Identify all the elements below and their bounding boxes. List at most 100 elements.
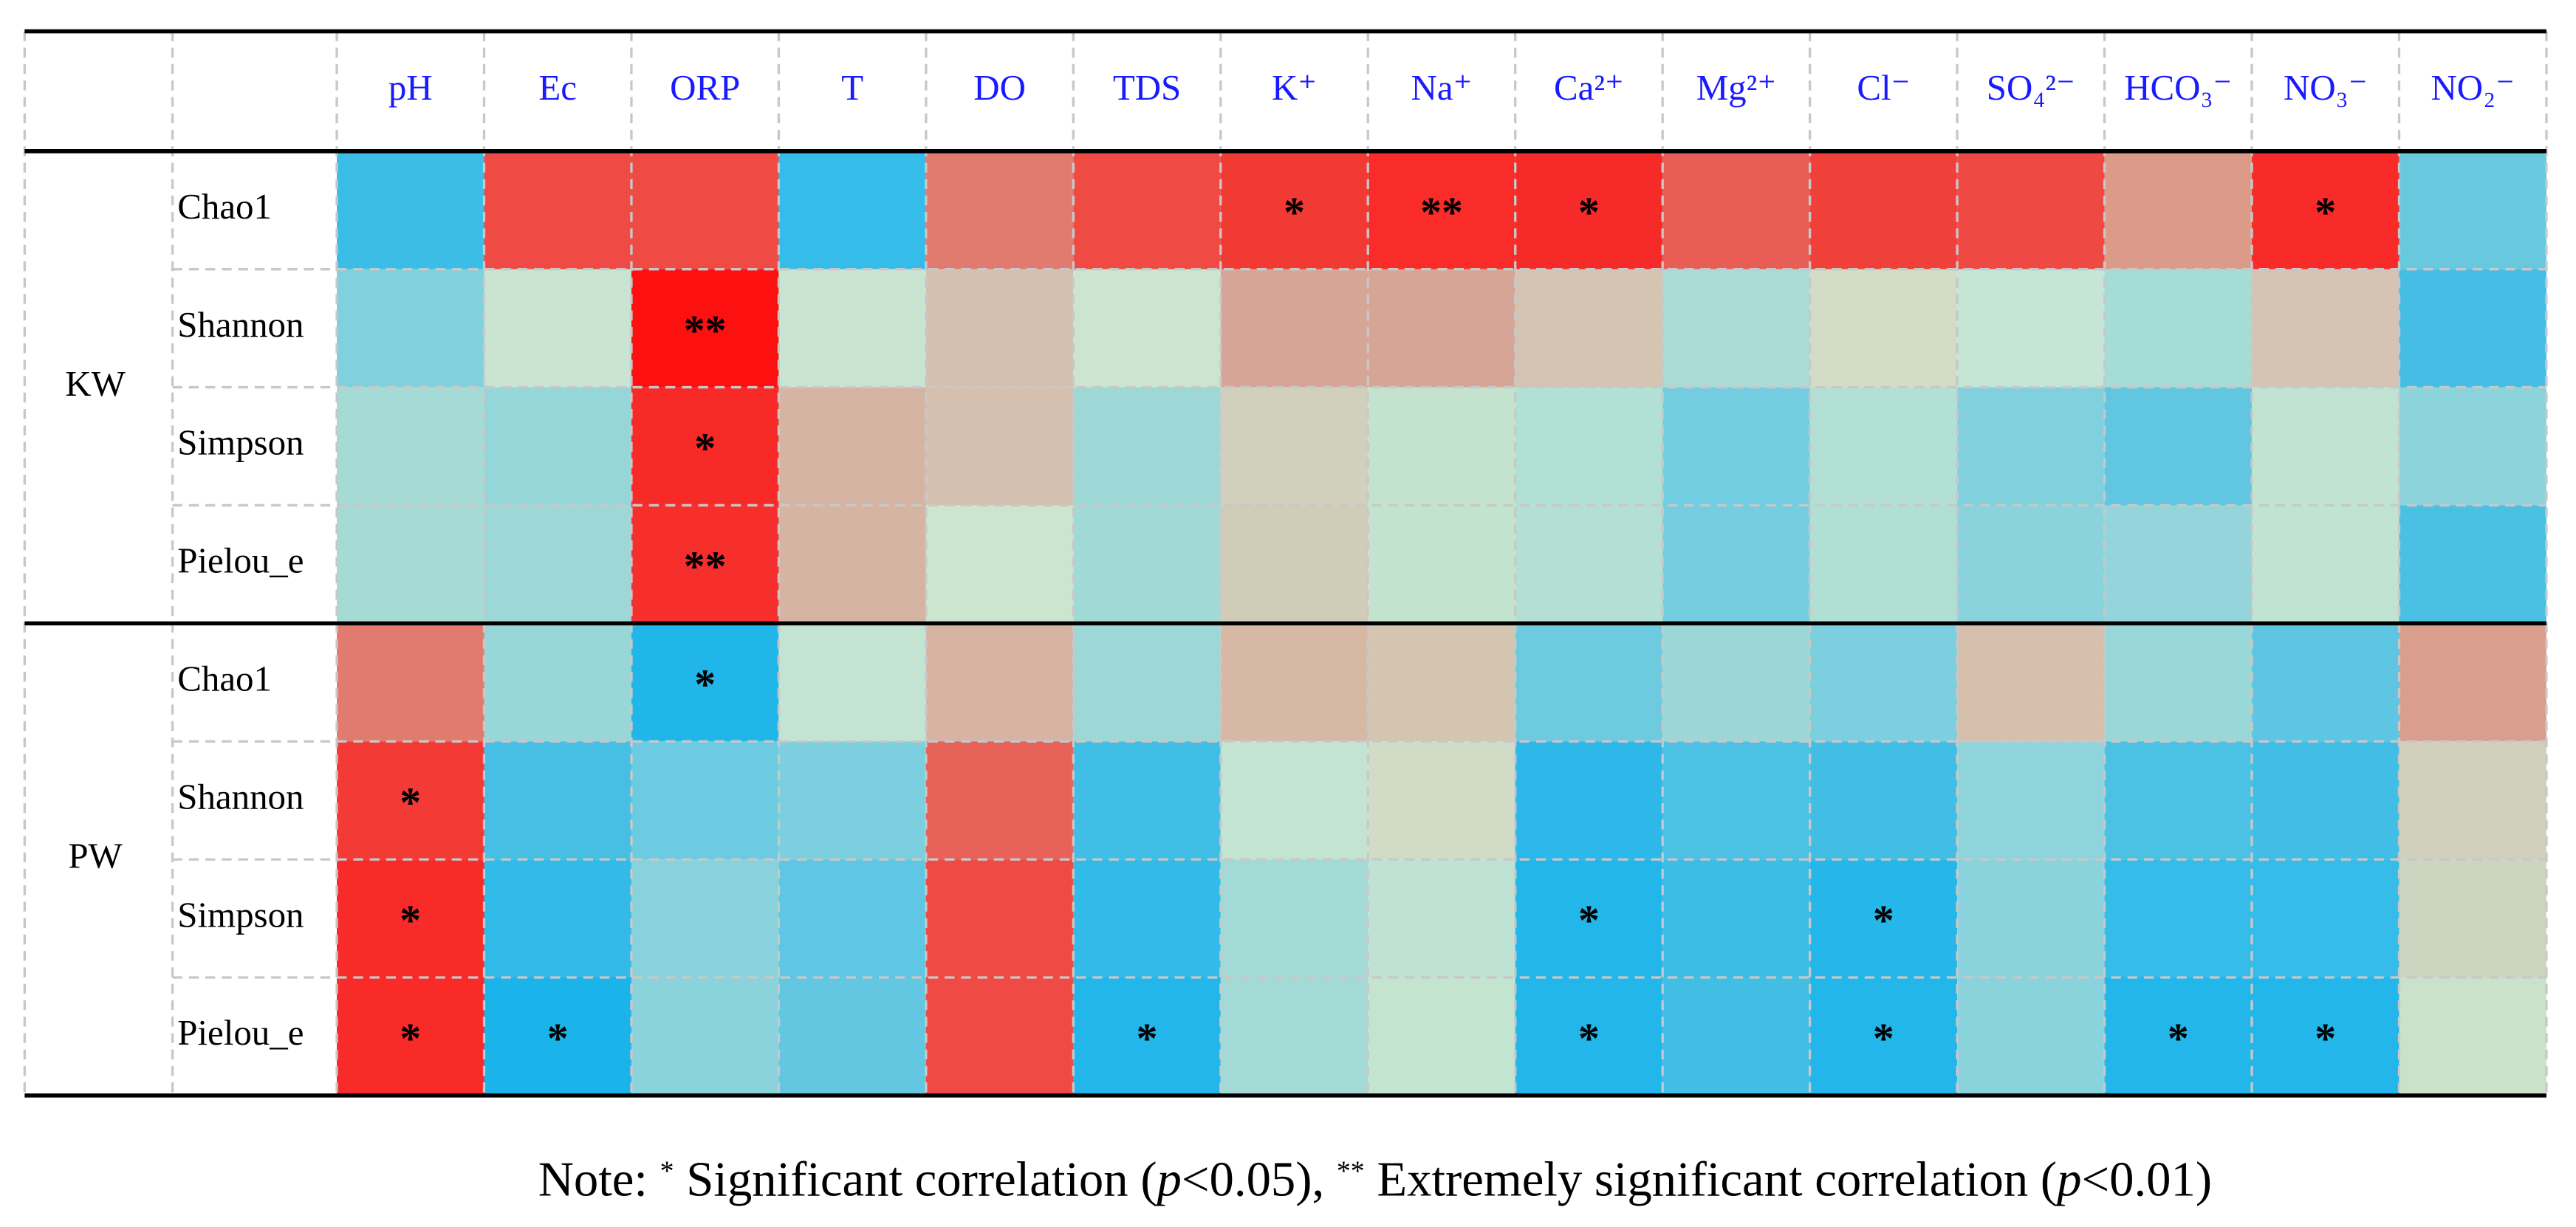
column-header: DO xyxy=(973,67,1026,108)
heat-cell xyxy=(484,623,631,742)
heat-cell xyxy=(1515,505,1663,624)
heat-cell xyxy=(1809,269,1958,388)
heat-cell xyxy=(1515,623,1663,742)
heat-cell xyxy=(631,505,779,624)
heat-cell xyxy=(2104,151,2253,269)
heat-cell xyxy=(1220,623,1368,742)
significance-mark: * xyxy=(547,1014,569,1062)
heat-cell xyxy=(1220,505,1368,624)
heat-cell xyxy=(1368,151,1515,269)
note-part: Note: xyxy=(538,1153,660,1207)
column-header: SO₄²⁻ xyxy=(1987,67,2075,108)
heat-cell xyxy=(2104,859,2253,978)
heat-cell xyxy=(2399,859,2546,978)
significance-mark: * xyxy=(1578,896,1600,944)
heat-cell xyxy=(778,269,926,388)
note-part: Extremely significant correlation ( xyxy=(1365,1153,2057,1207)
heat-cell xyxy=(2104,269,2253,388)
column-header: ORP xyxy=(670,67,740,108)
heat-cell xyxy=(337,387,484,506)
heat-cell xyxy=(2252,741,2399,860)
significance-mark: * xyxy=(1873,1014,1894,1062)
heat-cell xyxy=(1957,859,2105,978)
heat-cell xyxy=(1368,387,1515,506)
heat-cell xyxy=(778,623,926,742)
heat-cell xyxy=(337,505,484,624)
heat-cell xyxy=(484,269,631,388)
heat-cell xyxy=(1809,151,1958,269)
heat-cell xyxy=(1809,741,1958,860)
heat-cell xyxy=(1515,977,1663,1096)
significance-mark: * xyxy=(694,425,716,472)
heat-cell xyxy=(1662,623,1810,742)
heat-cell xyxy=(925,741,1074,860)
heat-cell xyxy=(925,977,1074,1096)
heat-cell xyxy=(631,269,779,388)
column-header: Cl⁻ xyxy=(1857,67,1910,108)
heat-cell xyxy=(2399,623,2546,742)
heat-cell xyxy=(1957,977,2105,1096)
heat-cell xyxy=(778,505,926,624)
heat-cell xyxy=(484,151,631,269)
significance-mark: * xyxy=(2315,1014,2336,1062)
heat-cell xyxy=(1662,741,1810,860)
heat-cell xyxy=(2252,859,2399,978)
heat-cell xyxy=(1662,859,1810,978)
heat-cell xyxy=(1957,269,2105,388)
heat-cell xyxy=(2104,623,2253,742)
heat-cell xyxy=(925,859,1074,978)
heat-cell xyxy=(1220,269,1368,388)
significance-mark: * xyxy=(1284,188,1305,236)
heat-cell xyxy=(1073,623,1221,742)
heat-cell xyxy=(1368,859,1515,978)
heat-cell xyxy=(1957,623,2105,742)
heat-cell xyxy=(1515,151,1663,269)
heat-cell xyxy=(778,387,926,506)
heat-cell xyxy=(1957,151,2105,269)
heat-cell xyxy=(1809,387,1958,506)
column-header: Ec xyxy=(538,67,577,108)
column-header: Na⁺ xyxy=(1411,67,1473,108)
heat-cell xyxy=(1368,623,1515,742)
heat-cell xyxy=(1073,505,1221,624)
heat-cell xyxy=(778,151,926,269)
significance-mark: * xyxy=(1578,1014,1600,1062)
note-part: <0.05), xyxy=(1182,1153,1337,1207)
row-label: Shannon xyxy=(177,304,304,345)
significance-mark: * xyxy=(400,778,421,826)
row-label: Chao1 xyxy=(177,659,272,699)
column-header: HCO₃⁻ xyxy=(2124,67,2232,108)
heat-cell xyxy=(337,859,484,978)
heat-cell xyxy=(1368,505,1515,624)
heat-cell xyxy=(925,151,1074,269)
heat-cell xyxy=(337,741,484,860)
note: Note: * Significant correlation (p<0.05)… xyxy=(538,1153,2212,1207)
heat-cell xyxy=(631,387,779,506)
column-header: NO₃⁻ xyxy=(2284,67,2368,108)
heat-cell xyxy=(925,505,1074,624)
heat-cell xyxy=(484,741,631,860)
heat-cell xyxy=(1220,151,1368,269)
note-part: Significant correlation ( xyxy=(674,1153,1157,1207)
row-label: Simpson xyxy=(177,894,304,935)
row-label: Pielou_e xyxy=(177,540,304,581)
heat-cell xyxy=(631,741,779,860)
significance-mark: ** xyxy=(1420,188,1463,236)
heat-cell xyxy=(1073,741,1221,860)
significance-mark: * xyxy=(2168,1014,2189,1062)
row-label: Pielou_e xyxy=(177,1012,304,1053)
significance-mark: ** xyxy=(684,543,727,591)
heat-cell xyxy=(1809,505,1958,624)
heat-cell xyxy=(2252,505,2399,624)
heat-cell xyxy=(2399,977,2546,1096)
heat-cell xyxy=(1368,269,1515,388)
heat-cell xyxy=(1368,977,1515,1096)
heat-cell xyxy=(925,269,1074,388)
heat-cell xyxy=(1809,977,1958,1096)
heat-cell xyxy=(1662,387,1810,506)
heat-cell xyxy=(778,741,926,860)
column-header: Mg²⁺ xyxy=(1696,67,1776,108)
heat-cell xyxy=(1073,269,1221,388)
heat-cell xyxy=(2104,505,2253,624)
